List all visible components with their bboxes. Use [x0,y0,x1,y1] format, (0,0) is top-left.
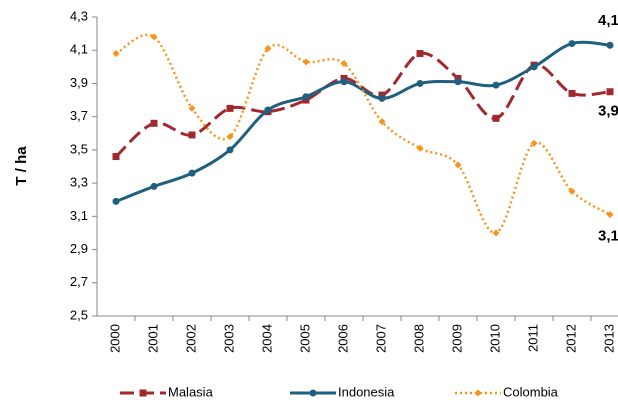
x-tick-label: 2012 [563,324,578,353]
marker [492,114,500,122]
x-tick-label: 2008 [411,324,426,353]
marker [112,153,120,161]
marker [226,133,234,141]
x-tick-label: 2013 [601,324,616,353]
marker [454,161,462,169]
x-tick-label: 2005 [297,324,312,353]
marker [150,33,158,41]
x-tick-label: 2003 [221,324,236,353]
marker [188,131,196,139]
marker [340,60,348,68]
x-tick-label: 2006 [335,324,350,353]
marker [606,41,614,49]
marker [568,89,576,97]
marker [150,119,158,127]
marker [188,169,196,177]
marker [416,144,424,152]
marker [568,40,576,48]
x-tick-label: 2010 [487,324,502,353]
marker [226,146,234,154]
x-tick-label: 2001 [145,324,160,353]
marker [139,389,147,397]
marker [226,104,234,112]
y-tick-label: 3,1 [70,208,88,223]
marker [302,58,310,66]
y-axis-label: T / ha [13,146,30,186]
marker [264,106,272,114]
y-tick-label: 3,3 [70,175,88,190]
y-tick-label: 2,5 [70,307,88,322]
data-label: 3,1 [598,228,618,245]
x-tick-label: 2002 [183,324,198,353]
y-tick-label: 4,3 [70,8,88,23]
y-tick-label: 2,9 [70,241,88,256]
marker [530,139,538,147]
legend-label: Colombia [503,384,559,399]
x-tick-label: 2011 [525,324,540,352]
x-tick-label: 2009 [449,324,464,353]
marker [606,88,614,96]
marker [492,81,500,89]
marker [416,79,424,87]
marker [568,187,576,195]
legend-label: Indonesia [338,384,395,399]
series-line [115,33,611,235]
data-label: 3,9 [598,103,618,120]
marker [264,45,272,53]
y-tick-label: 3,7 [70,108,88,123]
marker [340,78,348,86]
marker [530,63,538,71]
marker [302,93,310,101]
marker [112,50,120,58]
marker [188,104,196,112]
y-tick-label: 4,1 [70,42,88,57]
data-label: 4,1 [598,12,618,29]
legend-item: Indonesia [290,384,395,399]
marker [474,389,482,397]
y-tick-label: 3,5 [70,141,88,156]
marker [378,94,386,102]
marker [454,78,462,86]
x-tick-label: 2000 [107,324,122,353]
x-tick-label: 2007 [373,324,388,353]
marker [309,389,317,397]
marker [492,229,500,237]
y-tick-label: 3,9 [70,75,88,90]
marker [112,197,120,205]
marker [416,50,424,58]
marker [606,211,614,219]
legend-label: Malasia [168,384,214,399]
marker [378,118,386,126]
x-tick-label: 2004 [259,324,274,353]
marker [150,182,158,190]
legend-item: Colombia [455,384,559,399]
y-tick-label: 2,7 [70,274,88,289]
legend-item: Malasia [120,384,214,399]
